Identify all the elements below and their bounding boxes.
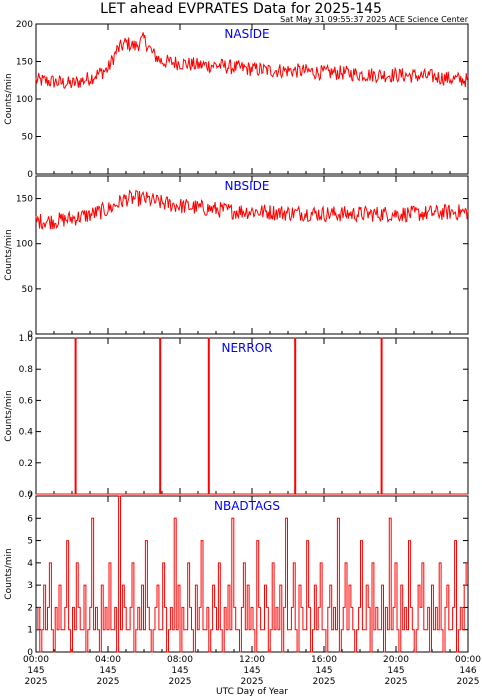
panel-naside: 0 50 100 150 200 Counts/min NASIDE bbox=[4, 20, 469, 180]
plot-frame bbox=[35, 175, 469, 335]
x-tick-doy: 145 bbox=[27, 666, 44, 676]
panel-label: NBSIDE bbox=[225, 179, 270, 193]
x-tick-time: 08:00 bbox=[167, 655, 193, 665]
y-tick-label: 150 bbox=[16, 195, 33, 205]
x-tick-doy: 145 bbox=[171, 666, 188, 676]
x-tick-year: 2025 bbox=[241, 677, 264, 687]
y-tick-label: 1 bbox=[27, 626, 33, 636]
x-tick-doy: 145 bbox=[99, 666, 116, 676]
y-tick-label: 0 bbox=[27, 330, 33, 340]
x-tick-doy: 145 bbox=[387, 666, 404, 676]
x-tick-year: 2025 bbox=[169, 677, 192, 687]
x-tick-year: 2025 bbox=[457, 677, 480, 687]
y-tick-label: 50 bbox=[22, 285, 34, 295]
x-tick-doy: 145 bbox=[243, 666, 260, 676]
x-tick-time: 12:00 bbox=[239, 655, 265, 665]
x-tick-time: 16:00 bbox=[311, 655, 337, 665]
y-tick-label: 3 bbox=[27, 581, 33, 591]
x-tick-time: 00:00 bbox=[455, 655, 481, 665]
panel-label: NERROR bbox=[221, 341, 272, 355]
data-series-nbadtags bbox=[36, 495, 468, 653]
y-tick-label: 150 bbox=[16, 58, 33, 68]
y-tick-label: 0.4 bbox=[19, 428, 34, 438]
y-axis-label: Counts/min bbox=[4, 73, 14, 124]
panel-label: NASIDE bbox=[224, 27, 269, 41]
y-tick-label: 4 bbox=[27, 559, 33, 569]
y-tick-label: 5 bbox=[27, 537, 33, 547]
y-tick-label: 6 bbox=[27, 514, 33, 524]
chart-subtitle: Sat May 31 09:55:37 2025 ACE Science Cen… bbox=[280, 15, 469, 24]
y-axis-label: Counts/min bbox=[4, 548, 14, 599]
x-tick-doy: 145 bbox=[315, 666, 332, 676]
panel-label: NBADTAGS bbox=[214, 499, 280, 513]
y-tick-label: 0 bbox=[27, 648, 33, 658]
y-tick-label: 0.0 bbox=[19, 490, 34, 500]
x-tick-time: 20:00 bbox=[383, 655, 409, 665]
x-tick-doy: 146 bbox=[459, 666, 476, 676]
data-series-nerror bbox=[36, 337, 468, 495]
y-tick-label: 50 bbox=[22, 133, 34, 143]
y-tick-label: 0.8 bbox=[19, 365, 34, 375]
panel-nbside: 0 50 100 150 Counts/min NBSIDE bbox=[4, 175, 469, 340]
y-tick-label: 0 bbox=[27, 170, 33, 180]
data-series-naside bbox=[35, 32, 469, 89]
y-axis-label: Counts/min bbox=[4, 229, 14, 280]
data-series-nbside bbox=[35, 189, 469, 230]
x-tick-time: 04:00 bbox=[95, 655, 121, 665]
y-tick-label: 100 bbox=[16, 95, 33, 105]
x-tick-time: 00:00 bbox=[23, 655, 49, 665]
x-tick-year: 2025 bbox=[313, 677, 336, 687]
y-tick-label: 0.6 bbox=[19, 396, 34, 406]
x-axis: 00:00145202504:00145202508:00145202512:0… bbox=[23, 655, 481, 687]
y-tick-label: 0.2 bbox=[19, 459, 33, 469]
panel-nbadtags: 0 1 2 3 4 5 6 7 Counts/min NBADTAGS bbox=[4, 492, 469, 658]
panels: 050100150200Counts/minNASIDE050100150Cou… bbox=[4, 20, 469, 658]
y-axis-label: Counts/min bbox=[4, 390, 14, 441]
x-tick-year: 2025 bbox=[385, 677, 408, 687]
y-tick-label: 2 bbox=[27, 603, 33, 613]
x-tick-year: 2025 bbox=[25, 677, 48, 687]
y-tick-label: 200 bbox=[16, 20, 33, 30]
y-tick-label: 100 bbox=[16, 240, 33, 250]
x-axis-label: UTC Day of Year bbox=[216, 687, 288, 697]
chart-title: LET ahead EVPRATES Data for 2025-145 bbox=[100, 1, 382, 17]
y-tick-label: 1.0 bbox=[19, 334, 34, 344]
x-tick-year: 2025 bbox=[97, 677, 120, 687]
panel-nerror: 0.0 0.2 0.4 0.6 0.8 1.0 Counts/min NERROR bbox=[4, 334, 469, 500]
plot-frame bbox=[35, 23, 469, 175]
y-tick-label: 7 bbox=[27, 492, 33, 502]
plot-frame bbox=[35, 337, 469, 495]
